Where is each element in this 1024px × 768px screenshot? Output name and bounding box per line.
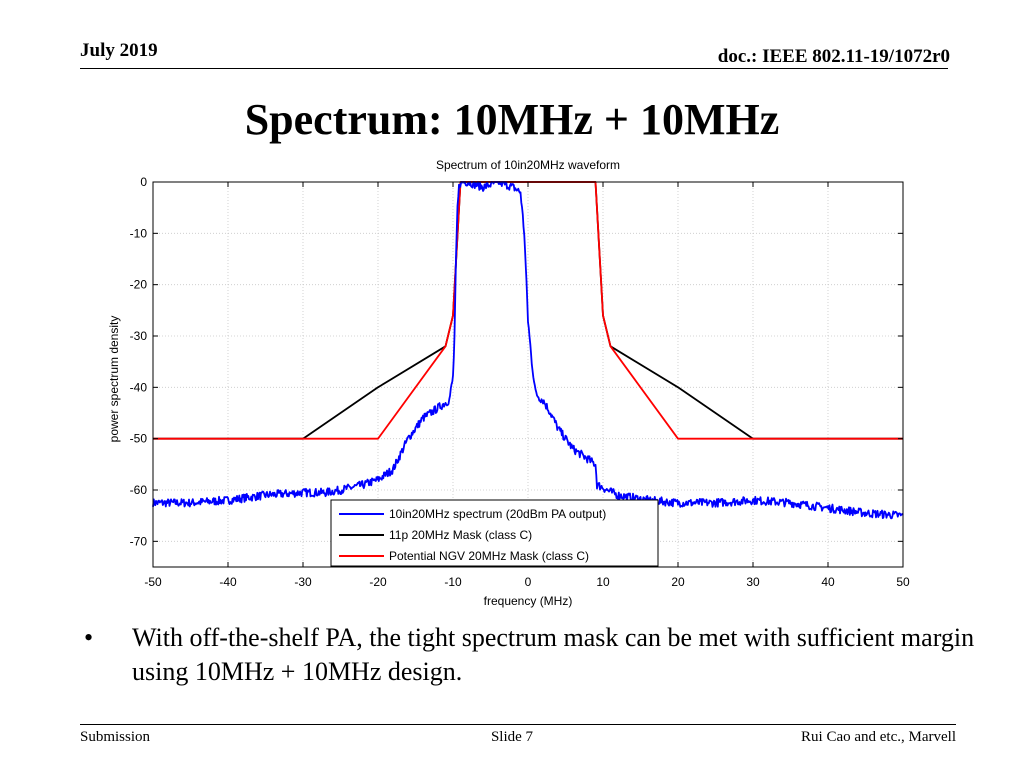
footer-divider — [80, 724, 956, 725]
chart-title: Spectrum of 10in20MHz waveform — [436, 158, 620, 172]
footer-submission: Submission — [80, 729, 151, 745]
x-tick-label: -30 — [294, 575, 312, 589]
legend-entry: Potential NGV 20MHz Mask (class C) — [389, 549, 589, 563]
x-tick-label: 0 — [525, 575, 532, 589]
legend-entry: 11p 20MHz Mask (class C) — [389, 528, 532, 542]
x-tick-label: -20 — [369, 575, 387, 589]
series-line-10in20mhz-spectrum-20dbm-pa-output — [152, 181, 904, 520]
x-tick-label: 20 — [671, 575, 685, 589]
legend-entry: 10in20MHz spectrum (20dBm PA output) — [389, 507, 606, 521]
y-tick-label: -60 — [130, 483, 148, 497]
legend-box — [330, 499, 659, 567]
x-tick-label: 30 — [746, 575, 760, 589]
y-tick-label: 0 — [140, 175, 147, 189]
x-tick-label: 40 — [821, 575, 835, 589]
x-tick-label: -50 — [144, 575, 162, 589]
header-doc-id: doc.: IEEE 802.11-19/1072r0 — [717, 46, 950, 67]
y-tick-label: -30 — [130, 329, 148, 343]
x-tick-label: 50 — [896, 575, 910, 589]
y-axis-label: power spectrum density — [107, 316, 121, 443]
spectrum-chart: -50 -40 -30 -20 -10 0 10 20 30 40 50 0 -10 -20 -30 -40 -… — [107, 158, 910, 608]
y-tick-label: -40 — [130, 380, 148, 394]
slide-title: Spectrum: 10MHz + 10MHz — [244, 95, 780, 144]
x-tick-label: 10 — [596, 575, 610, 589]
y-tick-label: -50 — [130, 432, 148, 446]
bullet-dot: • — [84, 623, 94, 652]
chart-ticks: -50 -40 -30 -20 -10 0 10 20 30 40 50 0 -10 -20 -30 -40 -… — [130, 175, 910, 589]
y-tick-label: -20 — [130, 278, 148, 292]
x-tick-label: -10 — [444, 575, 462, 589]
footer-author: Rui Cao and etc., Marvell — [801, 729, 956, 745]
y-tick-label: -10 — [130, 226, 148, 240]
x-axis-label: frequency (MHz) — [484, 594, 573, 608]
header-date: July 2019 — [80, 40, 158, 61]
x-tick-label: -40 — [219, 575, 237, 589]
header-divider — [80, 68, 948, 69]
y-tick-label: -70 — [130, 534, 148, 548]
footer-slide-number: Slide 7 — [490, 729, 534, 745]
chart-legend: 10in20MHz spectrum (20dBm PA output) 11p … — [330, 499, 659, 567]
bullet-text: With off-the-shelf PA, the tight spectru… — [132, 623, 975, 686]
